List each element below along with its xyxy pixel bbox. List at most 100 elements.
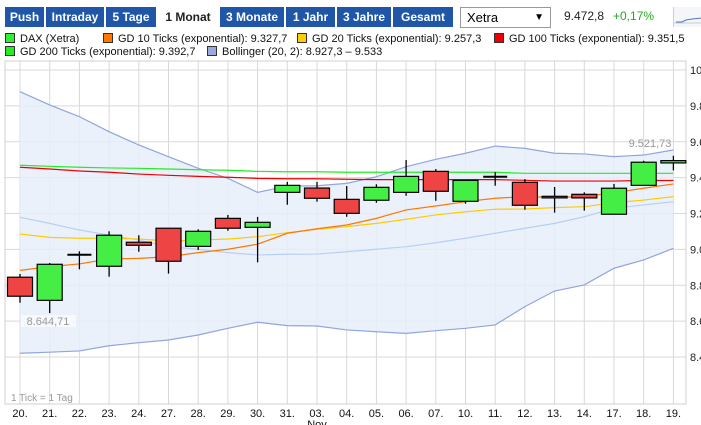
x-tick-label: 29.	[220, 408, 235, 420]
candle-body	[422, 170, 449, 192]
candle	[630, 160, 657, 186]
x-tick-label: 07.	[428, 408, 443, 420]
legend-label: GD 20 Ticks (exponential): 9.257,3	[312, 33, 482, 45]
y-tick-label: 9.400	[690, 173, 701, 185]
legend-swatch	[103, 33, 113, 43]
x-tick-label: 10.	[458, 408, 473, 420]
candle	[363, 184, 390, 203]
low-annotation-bg	[21, 315, 76, 327]
legend-item-dax: DAX (Xetra)	[5, 33, 79, 45]
high-annotation: 9.521,73	[629, 138, 672, 150]
x-tick-label: 22.	[72, 408, 87, 420]
candle	[511, 179, 539, 210]
x-tick-label: 14.	[577, 408, 592, 420]
legend-swatch	[494, 33, 504, 43]
candle	[660, 155, 687, 171]
y-tick-label: 9.000	[690, 244, 701, 256]
mini-chart-thumbnail[interactable]	[673, 7, 701, 27]
low-annotation: 8.644,71	[27, 316, 70, 328]
candle-body	[36, 263, 63, 301]
x-tick-label: 28.	[191, 408, 206, 420]
gd200-line	[19, 164, 674, 174]
candle-body	[571, 193, 598, 199]
x-tick-label: 18.	[636, 408, 651, 420]
candle	[303, 181, 331, 202]
legend-swatch	[5, 46, 15, 56]
bollinger-upper-line	[19, 91, 674, 193]
legend-item-bollinger: Bollinger (20, 2): 8.927,3 – 9.533	[207, 46, 382, 58]
candle	[185, 229, 212, 250]
legend-item-gd200: GD 200 Ticks (exponential): 9.392,7	[5, 46, 195, 58]
x-tick-label: 23.	[101, 408, 116, 420]
candle-body	[630, 161, 657, 186]
x-tick-label: 05.	[369, 408, 384, 420]
legend-item-gd100: GD 100 Ticks (exponential): 9.351,5	[494, 33, 684, 45]
range-1-monat-button[interactable]: 1 Monat	[158, 7, 218, 27]
gd20-line	[19, 196, 674, 242]
gd10-line	[19, 183, 674, 271]
x-tick-label: 11.	[488, 408, 502, 420]
candle-body	[6, 276, 34, 297]
x-tick-label: 17.	[606, 408, 621, 420]
x-tick-label: 13.	[547, 408, 562, 420]
candle-body	[452, 179, 479, 202]
candle	[155, 227, 182, 274]
y-tick-label: 8.400	[690, 352, 701, 364]
x-tick-label: 04.	[339, 408, 354, 420]
gd100-line	[19, 166, 674, 182]
range-3-monate-button[interactable]: 3 Monate	[220, 7, 284, 27]
legend-swatch	[5, 33, 15, 43]
price-change: +0,17%	[613, 9, 655, 23]
candle	[274, 181, 301, 205]
x-tick-label: 21.	[42, 408, 57, 420]
legend-label: DAX (Xetra)	[20, 33, 80, 45]
chevron-down-icon: ▼	[534, 12, 544, 23]
exchange-value: Xetra	[467, 10, 499, 25]
current-price: 9.472,8	[564, 9, 605, 23]
candle	[6, 273, 34, 303]
y-tick-label: 9.600	[690, 137, 701, 149]
candle-body	[185, 230, 212, 247]
candle	[333, 186, 360, 217]
range-push-button[interactable]: Push	[5, 7, 44, 27]
tick-footnote: 1 Tick = 1 Tag	[11, 393, 73, 404]
candle	[244, 216, 271, 263]
exchange-select[interactable]: Xetra ▼	[460, 7, 551, 28]
legend-label: Bollinger (20, 2): 8.927,3 – 9.533	[222, 46, 383, 58]
candle	[483, 172, 508, 186]
range-1-jahr-button[interactable]: 1 Jahr	[286, 7, 335, 27]
x-tick-label: 24.	[131, 408, 146, 420]
legend-item-gd10: GD 10 Ticks (exponential): 9.327,7	[103, 33, 287, 45]
candle	[36, 263, 63, 314]
range-gesamt-button[interactable]: Gesamt	[393, 7, 453, 27]
range-5-tage-button[interactable]: 5 Tage	[106, 7, 156, 27]
candle-body	[660, 159, 687, 164]
candle	[541, 186, 568, 213]
range-3-jahre-button[interactable]: 3 Jahre	[337, 7, 391, 27]
legend-label: GD 100 Ticks (exponential): 9.351,5	[509, 33, 685, 45]
x-tick-label: 30.	[250, 408, 265, 420]
candle-body	[541, 195, 568, 199]
plot-border	[4, 60, 687, 405]
candle-body	[274, 184, 301, 193]
candle	[95, 231, 123, 277]
candle-body	[333, 198, 360, 214]
y-tick-label: 8.800	[690, 280, 701, 292]
candle	[452, 179, 479, 204]
candle-body	[214, 217, 241, 229]
x-tick-label: 27.	[161, 408, 176, 420]
range-intraday-button[interactable]: Intraday	[46, 7, 104, 27]
legend-swatch	[207, 46, 217, 56]
y-tick-label: 8.600	[690, 316, 701, 328]
candle	[393, 160, 420, 196]
candle	[600, 183, 628, 215]
x-tick-label: 12.	[517, 408, 532, 420]
candle-body	[95, 234, 123, 267]
candle-body	[363, 186, 390, 201]
candle	[214, 214, 241, 231]
x-tick-label: 06.	[398, 408, 413, 420]
candle-body	[155, 227, 182, 262]
y-tick-label: 9.800	[690, 101, 701, 113]
legend-swatch	[297, 33, 307, 43]
legend-label: GD 10 Ticks (exponential): 9.327,7	[118, 33, 288, 45]
